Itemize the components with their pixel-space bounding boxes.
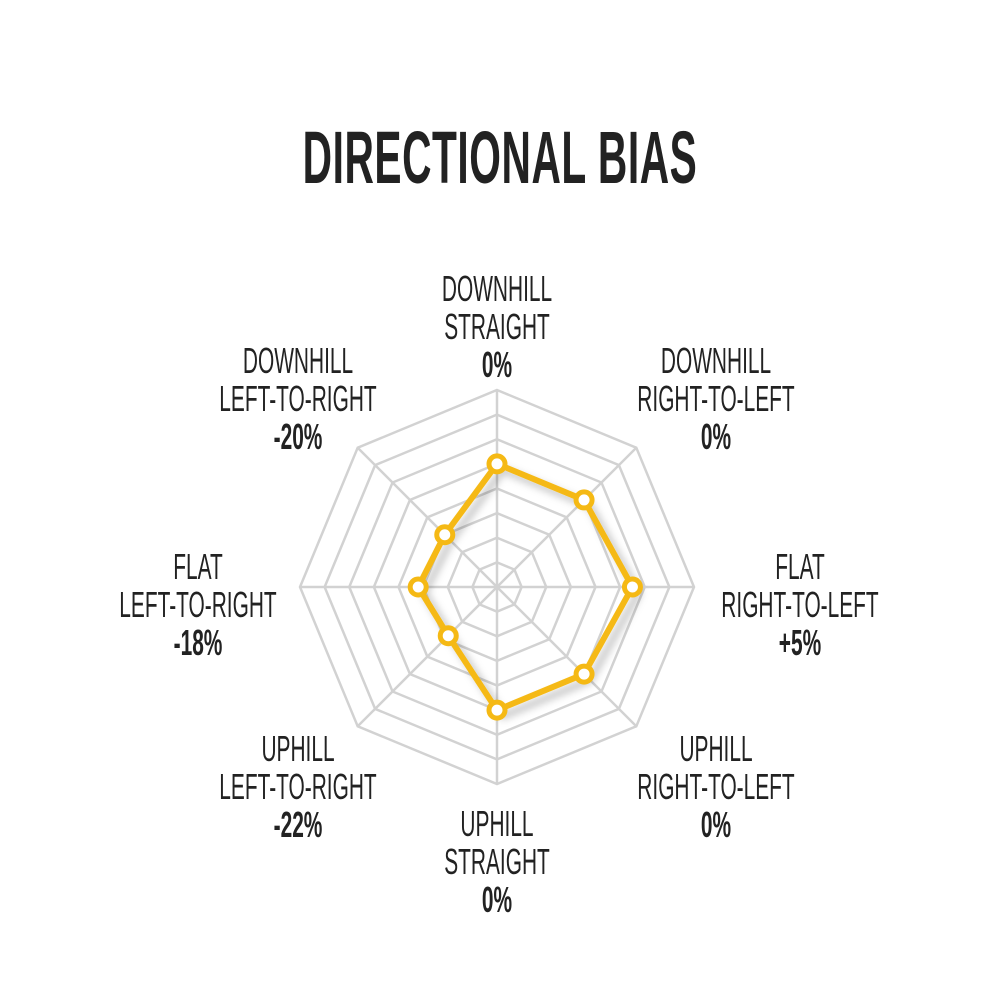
axis-label-line: RIGHT-TO-LEFT (637, 378, 795, 419)
chart-title: DIRECTIONAL BIAS (302, 116, 698, 199)
grid-spoke (356, 446, 498, 588)
axis-label-line: UPHILL (679, 728, 753, 769)
axis-label-line: FLAT (775, 546, 825, 587)
axis-label: UPHILL RIGHT-TO-LEFT 0% (637, 730, 794, 844)
axis-label: DOWNHILL LEFT-TO-RIGHT -20% (219, 342, 376, 456)
data-point (486, 699, 508, 721)
axis-label-line: UPHILL (460, 803, 534, 844)
axis-label-line: STRAIGHT (444, 306, 550, 347)
data-point (573, 663, 595, 685)
data-point (486, 453, 508, 475)
axis-label-line: RIGHT-TO-LEFT (721, 584, 879, 625)
axis-label: DOWNHILL STRAIGHT 0% (442, 270, 552, 384)
axis-label-line: LEFT-TO-RIGHT (119, 584, 277, 625)
axis-value-label: 0% (700, 416, 732, 457)
grid-spoke (356, 586, 498, 728)
axis-label-line: LEFT-TO-RIGHT (219, 378, 377, 419)
grid-spoke (496, 586, 638, 728)
axis-label-line: FLAT (173, 546, 223, 587)
data-point (407, 576, 429, 598)
data-point (621, 576, 643, 598)
axis-label: FLAT RIGHT-TO-LEFT +5% (721, 548, 878, 662)
axis-label-line: DOWNHILL (660, 340, 772, 381)
data-point (437, 625, 459, 647)
axis-value-label: -20% (273, 416, 323, 457)
axis-value-label: 0% (700, 804, 732, 845)
data-point (573, 489, 595, 511)
axis-label: FLAT LEFT-TO-RIGHT -18% (119, 548, 276, 662)
axis-label-line: DOWNHILL (242, 340, 354, 381)
axis-label: UPHILL LEFT-TO-RIGHT -22% (219, 730, 376, 844)
axis-label-line: DOWNHILL (441, 268, 553, 309)
grid-spoke (496, 446, 638, 588)
axis-label-line: UPHILL (261, 728, 335, 769)
axis-value-label: -18% (173, 622, 223, 663)
axis-value-label: 0% (481, 879, 513, 920)
axis-label: UPHILL STRAIGHT 0% (444, 805, 550, 919)
axis-value-label: 0% (481, 344, 513, 385)
axis-label-line: LEFT-TO-RIGHT (219, 766, 377, 807)
axis-label-line: RIGHT-TO-LEFT (637, 766, 795, 807)
data-point (434, 524, 456, 546)
axis-value-label: +5% (778, 622, 822, 663)
axis-value-label: -22% (273, 804, 323, 845)
axis-label: DOWNHILL RIGHT-TO-LEFT 0% (637, 342, 794, 456)
axis-label-line: STRAIGHT (444, 841, 550, 882)
